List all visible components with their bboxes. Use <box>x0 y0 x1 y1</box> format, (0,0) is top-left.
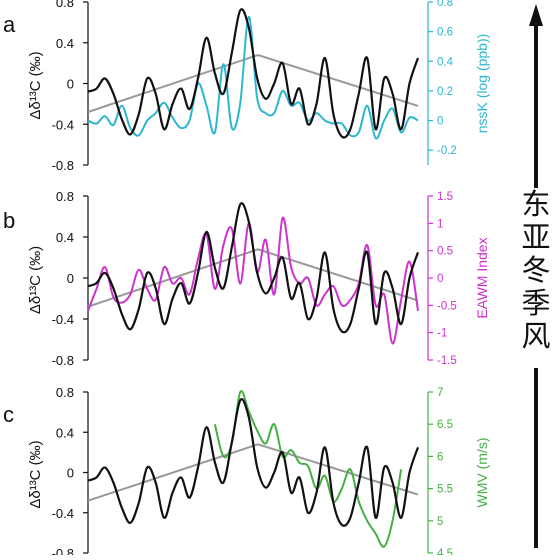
left-tick-label: 0.8 <box>56 189 74 204</box>
trend-line <box>87 248 419 308</box>
right-tick-label: -1 <box>437 328 447 340</box>
left-tick-label: 0 <box>67 77 74 92</box>
primary-series-line <box>87 202 420 334</box>
right-tick-label: 6.5 <box>437 419 453 431</box>
left-tick-label: -0.4 <box>52 117 74 132</box>
right-tick-label: 7 <box>437 387 443 399</box>
trend-line <box>87 443 419 502</box>
monsoon-arrow-head <box>529 4 543 26</box>
right-tick-label: 0.5 <box>437 246 453 258</box>
secondary-series-line <box>213 390 403 548</box>
right-tick-label: 0.8 <box>437 0 453 9</box>
side-label-char: 风 <box>521 321 550 353</box>
right-axis-label: EAWM Index <box>474 237 490 318</box>
left-tick-label: -0.8 <box>52 158 74 173</box>
side-label-char: 亚 <box>521 222 550 254</box>
left-axis-label: Δδ¹³C (‰) <box>27 246 44 314</box>
primary-series-line <box>87 8 420 139</box>
left-tick-label: 0.4 <box>56 36 74 51</box>
side-label-char: 东 <box>521 188 550 221</box>
side-label-char: 冬 <box>521 254 550 287</box>
secondary-series-line <box>87 216 419 345</box>
side-label-background <box>519 188 553 368</box>
right-tick-label: -0.5 <box>437 300 457 312</box>
right-tick-label: 1 <box>437 218 443 230</box>
right-tick-label: -1.5 <box>437 355 457 367</box>
left-tick-label: -0.4 <box>52 312 74 327</box>
primary-series-line <box>87 398 420 527</box>
left-tick-label: 0 <box>67 466 74 481</box>
left-tick-label: 0.8 <box>56 0 74 10</box>
left-tick-label: -0.4 <box>52 506 74 521</box>
right-tick-label: -0.2 <box>437 145 457 157</box>
side-label-char: 季 <box>521 287 550 320</box>
left-axis-label: Δδ¹³C (‰) <box>27 51 44 119</box>
right-tick-label: 0.4 <box>437 56 454 68</box>
panel-label: a <box>3 12 16 37</box>
trend-line <box>87 53 419 113</box>
left-tick-label: 0.8 <box>56 385 74 400</box>
secondary-series-line <box>87 15 419 140</box>
left-tick-label: -0.8 <box>52 546 74 555</box>
right-tick-label: 0.2 <box>437 86 453 98</box>
right-axis-label: nssK (log (ppb)) <box>474 34 490 134</box>
right-tick-label: 5.5 <box>437 484 453 496</box>
panel-label: c <box>3 402 14 427</box>
right-tick-label: 1.5 <box>437 191 453 203</box>
panel-label: b <box>3 208 15 233</box>
right-tick-label: 0.6 <box>437 27 453 39</box>
right-tick-label: 6 <box>437 451 443 463</box>
left-tick-label: -0.8 <box>52 353 74 368</box>
left-axis-label: Δδ¹³C (‰) <box>27 440 44 508</box>
left-tick-label: 0 <box>67 271 74 286</box>
right-tick-label: 0 <box>437 273 443 285</box>
right-tick-label: 4.5 <box>437 548 453 555</box>
left-tick-label: 0.4 <box>56 230 74 245</box>
left-tick-label: 0.4 <box>56 425 74 440</box>
right-tick-label: 0 <box>437 116 443 128</box>
right-axis-label: WMV (m/s) <box>474 438 490 508</box>
right-tick-label: 5 <box>437 516 443 528</box>
